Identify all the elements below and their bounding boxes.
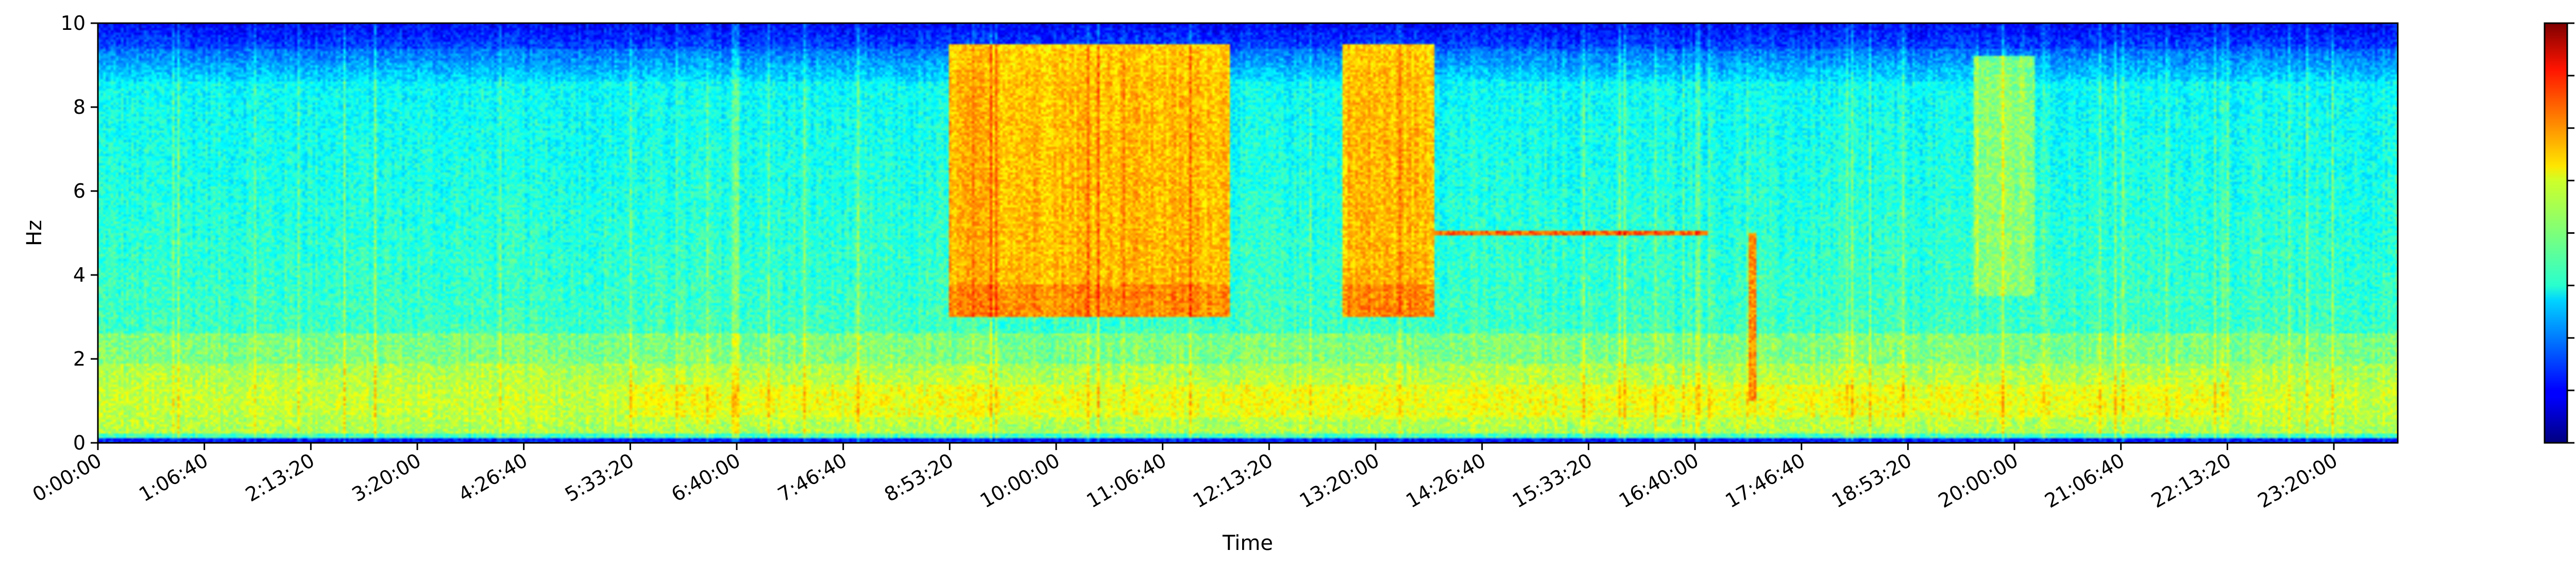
spectrogram-image (98, 23, 2398, 443)
x-tick-label: 5:33:20 (561, 449, 638, 506)
x-tick-label: 0:00:00 (29, 449, 106, 506)
y-tick-label: 8 (73, 96, 86, 118)
x-tick-label: 18:53:20 (1828, 449, 1916, 512)
x-tick-label: 17:46:40 (1721, 449, 1809, 512)
x-tick-label: 4:26:40 (454, 449, 531, 506)
x-axis-label: Time (1222, 531, 1273, 555)
x-tick-label: 22:13:20 (2147, 449, 2235, 512)
x-tick-label: 2:13:20 (242, 449, 318, 506)
y-tick-label: 2 (73, 348, 86, 370)
x-tick-label: 7:46:40 (774, 449, 851, 506)
colorbar: +0 dB-10 dB-20 dB-30 dB-40 dB-50 dB-60 d… (2544, 22, 2574, 444)
y-axis-label: Hz (23, 220, 46, 246)
x-tick-label: 6:40:00 (668, 449, 744, 506)
x-tick-label: 1:06:40 (135, 449, 212, 506)
x-tick-label: 10:00:00 (976, 449, 1064, 512)
x-tick-label: 16:40:00 (1615, 449, 1703, 512)
plot-frame (97, 22, 2399, 444)
y-tick-label: 4 (73, 264, 86, 286)
x-tick-label: 20:00:00 (1935, 449, 2022, 512)
x-tick-label: 15:33:20 (1509, 449, 1596, 512)
x-tick-label: 8:53:20 (880, 449, 957, 506)
y-tick-label: 0 (73, 432, 86, 454)
x-tick-label: 23:20:00 (2254, 449, 2342, 512)
x-tick-label: 14:26:40 (1402, 449, 1489, 512)
y-tick-label: 6 (73, 180, 86, 202)
y-axis: 0 2 4 6 8 10 (61, 12, 98, 454)
colorbar-gradient (2545, 23, 2567, 443)
x-tick-label: 21:06:40 (2041, 449, 2128, 512)
y-tick-label: 10 (61, 12, 86, 35)
x-tick-label: 3:20:00 (348, 449, 425, 506)
x-tick-label: 11:06:40 (1082, 449, 1170, 512)
x-tick-label: 12:13:20 (1189, 449, 1277, 512)
x-axis: 0:00:00 1:06:40 2:13:20 3:20:00 4:26:40 5:33:… (29, 443, 2342, 512)
plot-area (97, 22, 2399, 444)
x-tick-label: 13:20:00 (1296, 449, 1383, 512)
